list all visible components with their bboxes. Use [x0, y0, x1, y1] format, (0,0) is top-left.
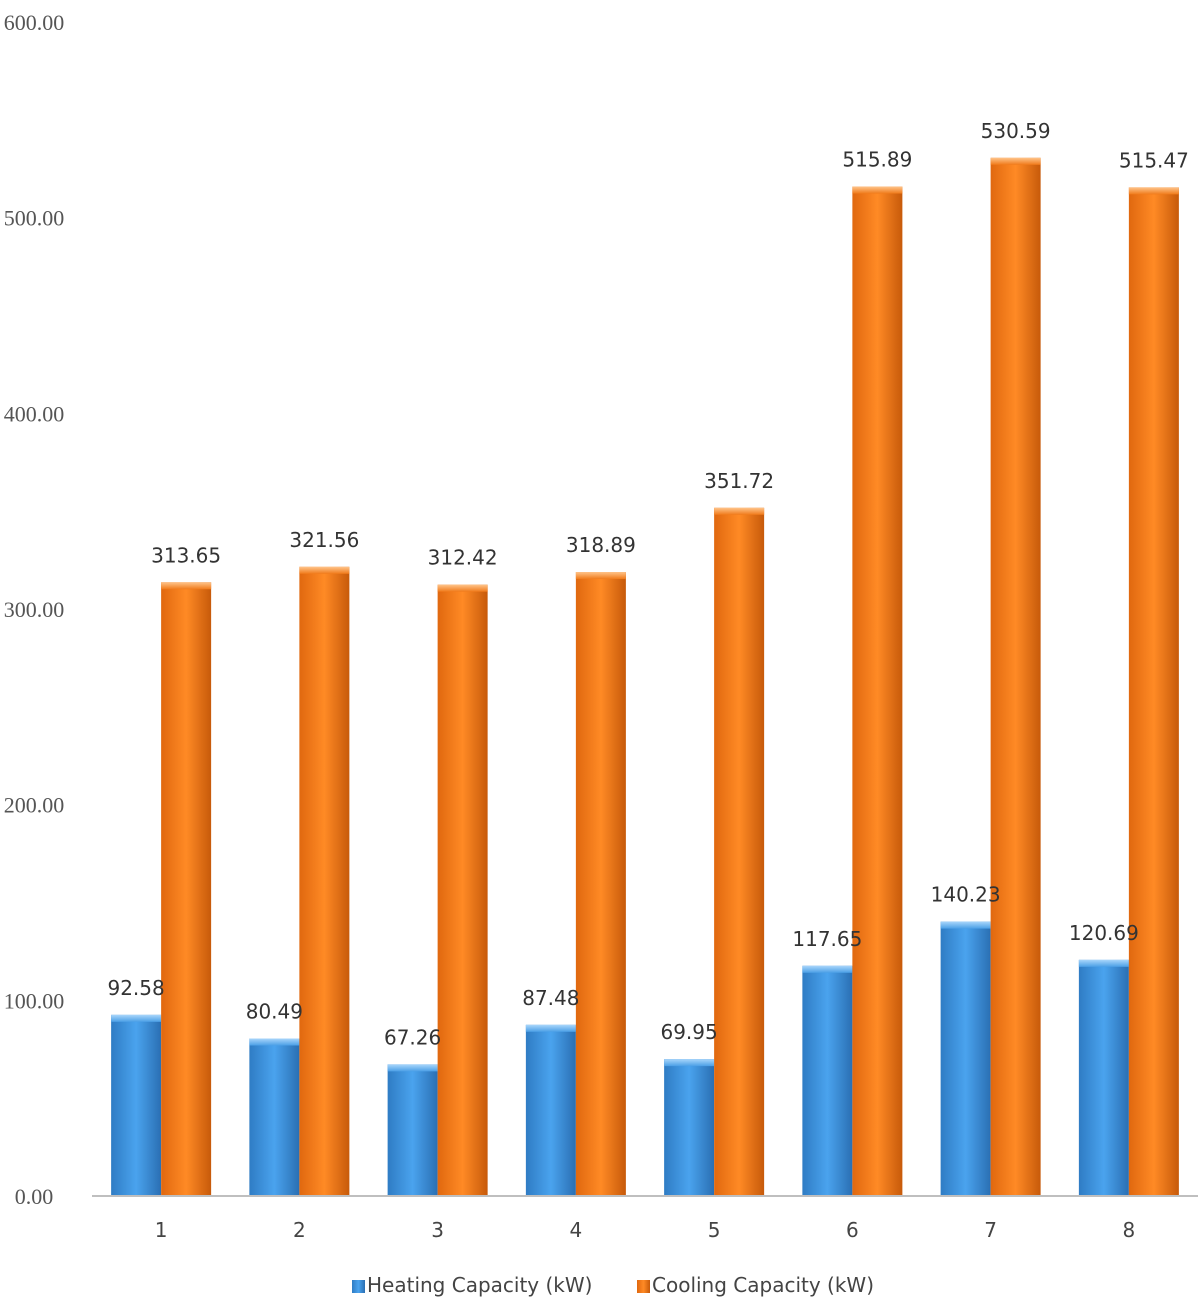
y-tick-label: 0.00	[15, 1184, 54, 1209]
y-tick-label: 300.00	[4, 597, 65, 622]
data-label: 515.89	[842, 148, 912, 172]
data-labels: 92.58 313.65 80.49 321.56 67.26 312.42 87.48 31…	[107, 119, 1188, 1050]
data-label: 318.89	[566, 533, 636, 557]
cooling-bar	[1128, 187, 1179, 1196]
x-tick-label: 6	[846, 1218, 859, 1242]
x-tick-label: 2	[293, 1218, 306, 1242]
cooling-bar-cap	[575, 572, 626, 580]
legend-label: Heating Capacity (kW)	[367, 1273, 592, 1297]
data-label: 80.49	[246, 1000, 303, 1024]
heating-bar-cap	[387, 1064, 438, 1072]
data-label: 321.56	[289, 528, 359, 552]
cooling-bar-cap	[852, 186, 903, 194]
heating-bar	[940, 921, 991, 1196]
heating-bar-cap	[525, 1024, 576, 1032]
cooling-bar	[575, 572, 626, 1196]
y-tick-label: 500.00	[4, 206, 65, 231]
y-tick-label: 200.00	[4, 793, 65, 818]
y-tick-label: 400.00	[4, 401, 65, 426]
cooling-bar	[299, 566, 350, 1196]
heating-bar	[664, 1059, 715, 1196]
x-tick-label: 8	[1123, 1218, 1136, 1242]
cooling-bar	[437, 584, 488, 1196]
data-label: 530.59	[981, 119, 1051, 143]
data-label: 67.26	[384, 1025, 441, 1049]
data-label: 120.69	[1069, 921, 1139, 945]
x-tick-label: 4	[570, 1218, 583, 1242]
cooling-bar-cap	[990, 157, 1041, 165]
cooling-bar-cap	[299, 566, 350, 574]
x-tick-label: 1	[155, 1218, 168, 1242]
data-label: 117.65	[792, 927, 862, 951]
data-label: 351.72	[704, 469, 774, 493]
heating-bar-cap	[664, 1059, 715, 1067]
data-label: 92.58	[107, 976, 164, 1000]
cooling-bar	[852, 186, 903, 1197]
data-label: 69.95	[660, 1020, 717, 1044]
cooling-bar-cap	[161, 582, 212, 590]
x-axis-ticks: 1 2 3 4 5 6 7 8	[155, 1218, 1135, 1242]
heating-bar-cap	[802, 965, 853, 973]
heating-bar	[387, 1064, 438, 1196]
heating-bar-cap	[111, 1014, 162, 1022]
heating-bar	[1078, 959, 1129, 1196]
heating-bar-cap	[1078, 959, 1129, 967]
cooling-bar-cap	[714, 507, 765, 515]
cooling-bar	[990, 157, 1041, 1196]
cooling-bar-cap	[437, 584, 488, 592]
data-label: 140.23	[931, 883, 1001, 907]
data-label: 312.42	[428, 546, 498, 570]
y-tick-label: 100.00	[4, 988, 65, 1013]
heating-bar	[111, 1014, 162, 1196]
cooling-bar-cap	[1128, 187, 1179, 195]
cooling-bar	[714, 507, 765, 1196]
legend-swatch	[352, 1280, 365, 1293]
y-axis-ticks: 0.00 100.00 200.00 300.00 400.00 500.00 600.00	[4, 10, 65, 1209]
heating-bar	[525, 1024, 576, 1196]
cooling-bar	[161, 582, 212, 1196]
legend-label: Cooling Capacity (kW)	[652, 1273, 874, 1297]
heating-bar	[249, 1038, 300, 1196]
data-label: 515.47	[1119, 148, 1189, 172]
x-tick-label: 7	[984, 1218, 997, 1242]
heating-bar-cap	[249, 1038, 300, 1046]
x-tick-label: 5	[708, 1218, 721, 1242]
data-label: 87.48	[522, 986, 579, 1010]
bars	[111, 157, 1179, 1197]
heating-bar-cap	[940, 921, 991, 929]
data-label: 313.65	[151, 543, 221, 567]
x-tick-label: 3	[431, 1218, 444, 1242]
heating-bar	[802, 965, 853, 1196]
y-tick-label: 600.00	[4, 10, 65, 35]
legend-swatch	[637, 1280, 650, 1293]
legend: Heating Capacity (kW) Cooling Capacity (k…	[352, 1273, 874, 1297]
